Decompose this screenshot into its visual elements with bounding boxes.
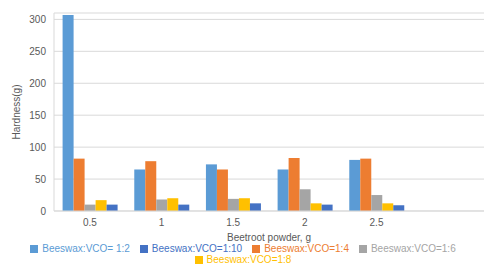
html-text:Beeswax:VCO=1:10: Beeswax:VCO=1:10 (151, 243, 243, 254)
svg-text:150: 150 (29, 110, 46, 121)
svg-text:Beetroot powder, g: Beetroot powder, g (227, 232, 311, 243)
svg-text:200: 200 (29, 78, 46, 89)
html-text:Beeswax:VCO=1:6: Beeswax:VCO=1:6 (370, 243, 456, 254)
html-text:Beeswax:VCO=1:4: Beeswax:VCO=1:4 (264, 243, 349, 254)
svg-text:50: 50 (35, 174, 47, 185)
svg-text:250: 250 (29, 46, 46, 57)
html-text:Beeswax:VCO=1:8: Beeswax:VCO=1:8 (206, 254, 292, 265)
svg-text:Hardness(g): Hardness(g) (11, 84, 22, 139)
svg-text:100: 100 (29, 142, 46, 153)
svg-text:0.5: 0.5 (83, 217, 97, 228)
svg-text:300: 300 (29, 14, 46, 25)
svg-text:2: 2 (302, 217, 308, 228)
svg-text:0: 0 (40, 206, 46, 217)
svg-text:2.5: 2.5 (370, 217, 384, 228)
svg-text:1: 1 (159, 217, 165, 228)
svg-text:1.5: 1.5 (226, 217, 240, 228)
html-text:Beeswax:VCO= 1:2: Beeswax:VCO= 1:2 (42, 243, 130, 254)
